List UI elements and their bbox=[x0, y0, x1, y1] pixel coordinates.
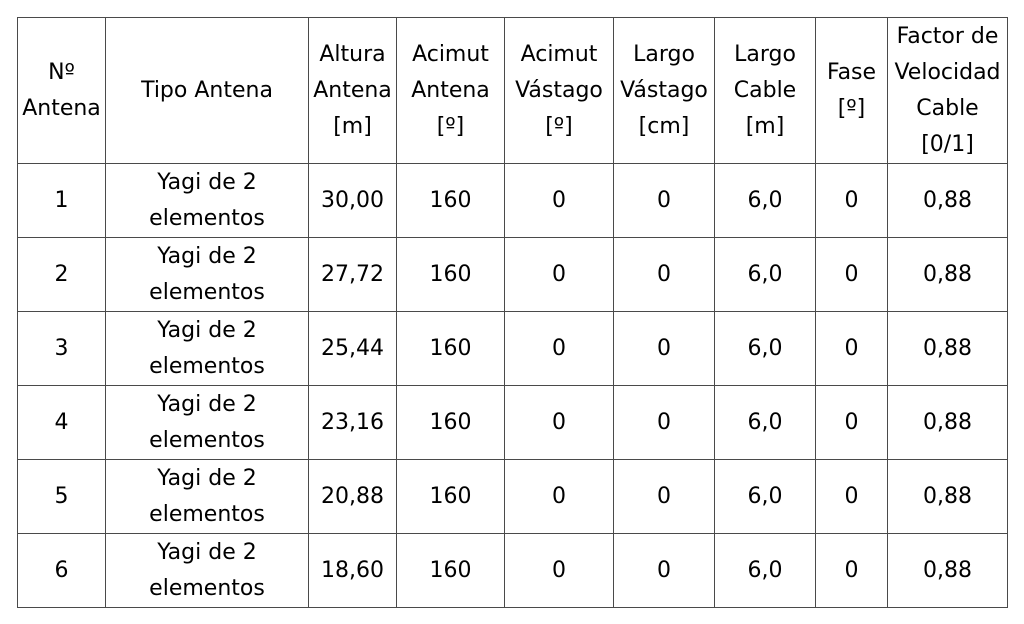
cell-col-mast-length: 0 bbox=[613, 163, 715, 238]
antenna-table: Nº Antena Tipo Antena Altura Antena [m] Aci… bbox=[17, 17, 1008, 608]
cell-col-antenna-azimuth: 160 bbox=[396, 385, 505, 460]
cell-col-cable-length: 6,0 bbox=[714, 533, 816, 608]
table-row: 1 Yagi de 2 elementos 30,00 160 0 0 6,0 0 0,88 bbox=[17, 163, 1008, 238]
table-row: 5 Yagi de 2 elementos 20,88 160 0 0 6,0 0 0,88 bbox=[17, 459, 1008, 534]
cell-col-cable-velocity-factor: 0,88 bbox=[887, 385, 1008, 460]
cell-col-phase: 0 bbox=[815, 163, 888, 238]
cell-col-mast-azimuth: 0 bbox=[504, 311, 614, 386]
cell-col-antenna-height: 25,44 bbox=[308, 311, 397, 386]
cell-col-cable-length: 6,0 bbox=[714, 459, 816, 534]
header-col-antenna-height: Altura Antena [m] bbox=[308, 17, 397, 164]
cell-col-mast-azimuth: 0 bbox=[504, 459, 614, 534]
cell-col-phase: 0 bbox=[815, 237, 888, 312]
cell-col-antenna-type: Yagi de 2 elementos bbox=[105, 237, 309, 312]
header-row: Nº Antena Tipo Antena Altura Antena [m] Aci… bbox=[17, 17, 1008, 164]
cell-col-mast-azimuth: 0 bbox=[504, 237, 614, 312]
cell-col-mast-length: 0 bbox=[613, 533, 715, 608]
cell-col-antenna-azimuth: 160 bbox=[396, 237, 505, 312]
cell-col-antenna-number: 2 bbox=[17, 237, 106, 312]
cell-col-antenna-height: 20,88 bbox=[308, 459, 397, 534]
cell-col-antenna-azimuth: 160 bbox=[396, 459, 505, 534]
cell-col-cable-velocity-factor: 0,88 bbox=[887, 459, 1008, 534]
cell-col-cable-length: 6,0 bbox=[714, 311, 816, 386]
cell-col-antenna-height: 30,00 bbox=[308, 163, 397, 238]
cell-col-antenna-number: 5 bbox=[17, 459, 106, 534]
table-row: 2 Yagi de 2 elementos 27,72 160 0 0 6,0 0 0,88 bbox=[17, 237, 1008, 312]
cell-col-phase: 0 bbox=[815, 533, 888, 608]
cell-col-mast-azimuth: 0 bbox=[504, 533, 614, 608]
cell-col-antenna-number: 3 bbox=[17, 311, 106, 386]
cell-col-antenna-azimuth: 160 bbox=[396, 533, 505, 608]
header-col-mast-azimuth: Acimut Vástago [º] bbox=[504, 17, 614, 164]
cell-col-cable-length: 6,0 bbox=[714, 163, 816, 238]
cell-col-antenna-azimuth: 160 bbox=[396, 311, 505, 386]
header-col-mast-length: Largo Vástago [cm] bbox=[613, 17, 715, 164]
cell-col-cable-length: 6,0 bbox=[714, 237, 816, 312]
cell-col-antenna-type: Yagi de 2 elementos bbox=[105, 385, 309, 460]
cell-col-antenna-height: 23,16 bbox=[308, 385, 397, 460]
cell-col-phase: 0 bbox=[815, 459, 888, 534]
header-col-cable-length: Largo Cable [m] bbox=[714, 17, 816, 164]
cell-col-antenna-height: 18,60 bbox=[308, 533, 397, 608]
cell-col-mast-azimuth: 0 bbox=[504, 163, 614, 238]
cell-col-antenna-number: 4 bbox=[17, 385, 106, 460]
cell-col-mast-length: 0 bbox=[613, 237, 715, 312]
cell-col-antenna-number: 6 bbox=[17, 533, 106, 608]
cell-col-cable-velocity-factor: 0,88 bbox=[887, 311, 1008, 386]
cell-col-mast-length: 0 bbox=[613, 311, 715, 386]
cell-col-antenna-type: Yagi de 2 elementos bbox=[105, 163, 309, 238]
cell-col-phase: 0 bbox=[815, 311, 888, 386]
header-col-antenna-number: Nº Antena bbox=[17, 17, 106, 164]
header-col-cable-velocity-factor: Factor de Velocidad Cable [0/1] bbox=[887, 17, 1008, 164]
table-row: 3 Yagi de 2 elementos 25,44 160 0 0 6,0 0 0,88 bbox=[17, 311, 1008, 386]
cell-col-cable-velocity-factor: 0,88 bbox=[887, 163, 1008, 238]
header-col-phase: Fase [º] bbox=[815, 17, 888, 164]
cell-col-cable-length: 6,0 bbox=[714, 385, 816, 460]
cell-col-mast-length: 0 bbox=[613, 385, 715, 460]
cell-col-antenna-type: Yagi de 2 elementos bbox=[105, 533, 309, 608]
cell-col-mast-length: 0 bbox=[613, 459, 715, 534]
cell-col-antenna-azimuth: 160 bbox=[396, 163, 505, 238]
cell-col-antenna-type: Yagi de 2 elementos bbox=[105, 311, 309, 386]
cell-col-cable-velocity-factor: 0,88 bbox=[887, 237, 1008, 312]
cell-col-antenna-height: 27,72 bbox=[308, 237, 397, 312]
table-row: 6 Yagi de 2 elementos 18,60 160 0 0 6,0 0 0,88 bbox=[17, 533, 1008, 608]
cell-col-antenna-type: Yagi de 2 elementos bbox=[105, 459, 309, 534]
header-col-antenna-azimuth: Acimut Antena [º] bbox=[396, 17, 505, 164]
cell-col-cable-velocity-factor: 0,88 bbox=[887, 533, 1008, 608]
table-row: 4 Yagi de 2 elementos 23,16 160 0 0 6,0 0 0,88 bbox=[17, 385, 1008, 460]
cell-col-antenna-number: 1 bbox=[17, 163, 106, 238]
cell-col-phase: 0 bbox=[815, 385, 888, 460]
header-col-antenna-type: Tipo Antena bbox=[105, 17, 309, 164]
cell-col-mast-azimuth: 0 bbox=[504, 385, 614, 460]
